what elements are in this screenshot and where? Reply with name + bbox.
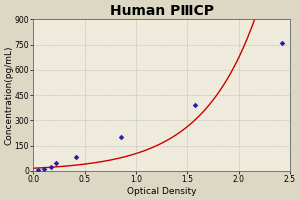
Y-axis label: Concentration(pg/mL): Concentration(pg/mL) <box>4 45 13 145</box>
Point <box>53 162 58 165</box>
Point <box>48 165 53 168</box>
Point <box>193 104 198 107</box>
Title: Human PⅢCP: Human PⅢCP <box>110 4 214 18</box>
Point <box>279 41 284 45</box>
Point <box>74 155 79 158</box>
Point <box>36 169 41 172</box>
Point <box>118 136 123 139</box>
Point <box>41 167 46 170</box>
X-axis label: Optical Density: Optical Density <box>127 187 196 196</box>
